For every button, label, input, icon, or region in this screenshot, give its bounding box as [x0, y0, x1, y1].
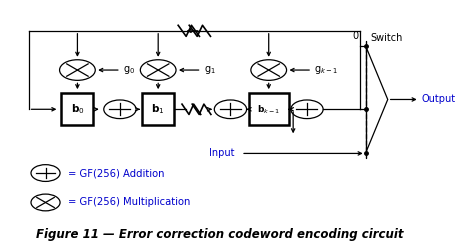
Text: Input: Input	[209, 148, 235, 158]
Text: b$_1$: b$_1$	[151, 102, 165, 116]
Text: g$_{k-1}$: g$_{k-1}$	[314, 64, 338, 76]
Bar	[142, 93, 174, 125]
Bar	[62, 93, 93, 125]
Text: g$_1$: g$_1$	[204, 64, 216, 76]
Text: b$_{k-1}$: b$_{k-1}$	[257, 103, 280, 116]
Text: = GF(256) Multiplication: = GF(256) Multiplication	[68, 197, 190, 208]
Text: b$_0$: b$_0$	[71, 102, 84, 116]
Text: Output: Output	[422, 94, 456, 104]
Text: g$_0$: g$_0$	[123, 64, 135, 76]
Text: Switch: Switch	[371, 33, 403, 43]
Text: = GF(256) Addition: = GF(256) Addition	[68, 168, 165, 178]
Bar	[248, 93, 289, 125]
Text: 0: 0	[353, 31, 359, 41]
Text: Figure 11 — Error correction codeword encoding circuit: Figure 11 — Error correction codeword en…	[36, 228, 403, 241]
